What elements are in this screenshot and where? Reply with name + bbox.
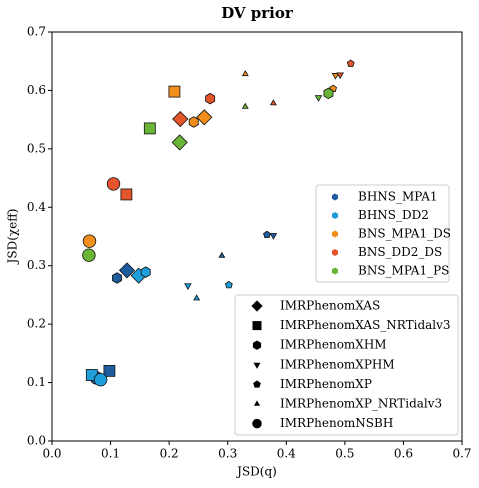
y-tick-label: 0.0 bbox=[27, 434, 46, 448]
legend-marker bbox=[331, 230, 339, 238]
legend-label: BHNS_MPA1 bbox=[358, 190, 438, 204]
point bbox=[143, 122, 156, 135]
legend-marker bbox=[331, 267, 339, 275]
y-tick-label: 0.3 bbox=[27, 258, 46, 272]
x-tick-label: 0.5 bbox=[335, 447, 354, 461]
y-tick-label: 0.7 bbox=[27, 25, 46, 39]
legend-label: IMRPhenomXP bbox=[280, 377, 372, 391]
legend-label: BNS_MPA1_PS bbox=[358, 264, 449, 278]
legend-marker bbox=[331, 249, 339, 256]
point bbox=[112, 272, 122, 284]
point bbox=[269, 233, 278, 240]
legend-box bbox=[315, 184, 450, 283]
legend-marker bbox=[253, 380, 261, 388]
point bbox=[184, 283, 192, 290]
point bbox=[140, 266, 151, 278]
point bbox=[346, 59, 355, 67]
legend-marker bbox=[331, 193, 339, 201]
point bbox=[218, 251, 226, 258]
legend-label: BHNS_DD2 bbox=[358, 208, 429, 222]
chart-title: DV prior bbox=[221, 4, 294, 22]
point bbox=[269, 99, 277, 106]
y-tick-label: 0.5 bbox=[27, 141, 46, 155]
legend-label: IMRPhenomXAS_NRTidalv3 bbox=[280, 318, 451, 332]
point bbox=[224, 280, 233, 289]
y-tick-label: 0.1 bbox=[27, 375, 46, 389]
legend-marker bbox=[252, 321, 262, 331]
x-tick-label: 0.3 bbox=[218, 447, 237, 461]
point bbox=[241, 70, 249, 77]
x-tick-label: 0.4 bbox=[277, 447, 296, 461]
point bbox=[205, 92, 216, 105]
legend-label: IMRPhenomXHM bbox=[280, 338, 387, 352]
point bbox=[323, 87, 334, 100]
x-tick-label: 0.7 bbox=[452, 447, 471, 461]
y-axis-label: JSD(χeff) bbox=[6, 209, 20, 266]
point bbox=[241, 102, 249, 109]
point bbox=[120, 188, 133, 201]
legend-label: BNS_MPA1_DS bbox=[358, 227, 451, 241]
x-tick-label: 0.1 bbox=[101, 447, 120, 461]
y-tick-label: 0.2 bbox=[27, 317, 46, 331]
y-tick-label: 0.6 bbox=[27, 83, 46, 97]
legend-marker bbox=[253, 400, 261, 406]
legend-marker bbox=[252, 418, 262, 429]
point bbox=[93, 372, 108, 387]
point bbox=[171, 134, 188, 151]
legend-label: IMRPhenomXAS bbox=[280, 299, 380, 313]
legend-marker bbox=[252, 340, 262, 350]
point bbox=[82, 234, 97, 248]
point bbox=[314, 95, 323, 102]
legend-box bbox=[234, 294, 459, 436]
x-tick-label: 0.0 bbox=[42, 447, 61, 461]
point bbox=[336, 72, 344, 80]
x-tick-label: 0.2 bbox=[160, 447, 179, 461]
point bbox=[172, 110, 189, 128]
legend-label: IMRPhenomXP_NRTidalv3 bbox=[280, 397, 442, 411]
legend-label: BNS_DD2_DS bbox=[358, 245, 442, 259]
legend-marker bbox=[253, 362, 261, 369]
y-tick-label: 0.4 bbox=[27, 200, 46, 214]
point bbox=[196, 109, 213, 126]
point bbox=[82, 248, 96, 262]
point bbox=[106, 177, 121, 191]
legend-label: IMRPhenomXPHM bbox=[280, 357, 395, 371]
point bbox=[193, 294, 201, 301]
legend-label: IMRPhenomNSBH bbox=[280, 416, 393, 430]
point bbox=[168, 85, 181, 98]
x-axis-label: JSD(q) bbox=[235, 465, 277, 479]
plot-frame bbox=[51, 31, 463, 442]
point bbox=[103, 364, 116, 377]
point bbox=[263, 230, 271, 239]
x-tick-label: 0.6 bbox=[394, 447, 413, 461]
legend-marker bbox=[331, 212, 339, 219]
point bbox=[118, 262, 136, 279]
legend-marker bbox=[251, 300, 263, 312]
point bbox=[188, 116, 199, 128]
point bbox=[331, 73, 340, 80]
